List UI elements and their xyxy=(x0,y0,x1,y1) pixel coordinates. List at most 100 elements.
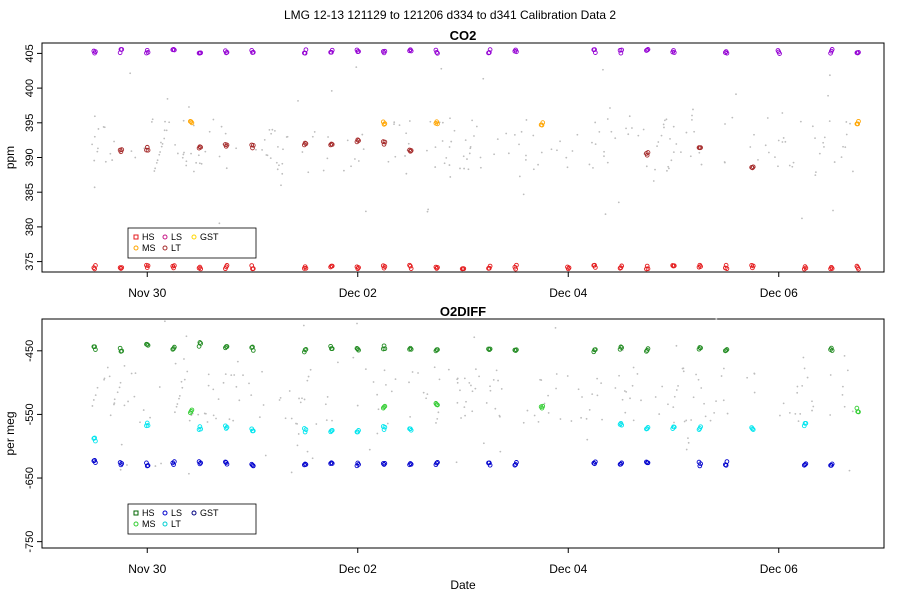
ambient-point xyxy=(250,394,253,396)
data-point xyxy=(197,340,203,345)
ambient-point xyxy=(463,377,466,380)
ambient-point xyxy=(658,413,661,415)
data-point xyxy=(724,459,730,464)
ambient-point xyxy=(280,184,282,187)
ambient-point xyxy=(109,152,112,155)
ambient-point xyxy=(685,448,688,451)
ambient-point xyxy=(441,140,444,142)
ambient-point xyxy=(844,146,847,149)
ambient-point xyxy=(197,413,200,416)
ambient-point xyxy=(692,108,694,111)
data-point xyxy=(723,347,729,353)
ambient-point xyxy=(704,415,707,418)
ambient-point xyxy=(496,138,499,141)
data-point xyxy=(93,49,98,55)
data-point xyxy=(119,47,125,52)
ambient-point xyxy=(108,375,111,378)
data-point xyxy=(250,348,256,353)
series-HS xyxy=(91,262,861,272)
ambient-point xyxy=(822,141,825,144)
ambient-point xyxy=(198,162,201,165)
data-point xyxy=(750,426,755,432)
data-point xyxy=(856,409,861,415)
data-point xyxy=(302,140,308,146)
ambient-point xyxy=(180,380,183,383)
ambient-point xyxy=(596,377,599,380)
ambient-point xyxy=(385,383,387,386)
ambient-point xyxy=(390,390,393,393)
series-MS xyxy=(187,401,861,416)
data-point xyxy=(802,462,808,467)
legend-label: HS xyxy=(142,508,155,518)
ambient-point xyxy=(482,442,485,445)
data-point xyxy=(224,142,230,148)
ambient-point xyxy=(586,438,589,441)
panel-1: O2DIFF -450 -550 -650 -750 Nov 30 Dec 02 Dec 04… xyxy=(3,304,885,592)
data-point xyxy=(619,47,625,53)
data-point xyxy=(250,428,256,434)
data-point xyxy=(855,50,861,56)
ambient-point xyxy=(672,406,675,409)
ambient-point xyxy=(693,130,696,133)
ambient-point xyxy=(777,139,780,142)
ambient-point xyxy=(248,382,250,385)
data-point xyxy=(486,265,492,271)
ambient-point xyxy=(713,411,716,414)
ambient-point xyxy=(97,128,100,130)
legend-box xyxy=(127,503,257,535)
ambient-point xyxy=(482,77,485,80)
ambient-point xyxy=(275,161,278,164)
ambient-point xyxy=(841,385,844,388)
data-point xyxy=(382,461,388,466)
ambient-point xyxy=(350,165,352,168)
ambient-point xyxy=(829,414,832,416)
data-point xyxy=(829,345,834,351)
ambient-point xyxy=(513,134,516,136)
ambient-point xyxy=(494,407,497,410)
data-point xyxy=(645,346,651,351)
ambient-point xyxy=(426,149,428,152)
ambient-point xyxy=(295,422,297,425)
data-point xyxy=(698,461,703,467)
figure-title: LMG 12-13 121129 to 121206 d334 to d341 … xyxy=(284,8,616,22)
data-point xyxy=(93,438,98,444)
data-point xyxy=(724,347,730,352)
ambient-point xyxy=(120,443,123,446)
data-point xyxy=(380,461,386,466)
ambient-point xyxy=(623,390,626,392)
ambient-point xyxy=(723,161,726,163)
ambient-point xyxy=(540,151,543,154)
ambient-point xyxy=(591,393,594,396)
data-point xyxy=(302,429,308,435)
ambient-point xyxy=(228,418,231,421)
ambient-point xyxy=(278,164,280,167)
ambient-point xyxy=(113,403,115,406)
ambient-point xyxy=(555,373,558,375)
data-point xyxy=(435,460,440,465)
ambient-point xyxy=(580,416,582,419)
ambient-point xyxy=(161,143,164,145)
ambient-point xyxy=(777,165,779,168)
ambient-point xyxy=(361,133,364,136)
data-point xyxy=(144,147,149,153)
y-axis-label: ppm xyxy=(3,146,17,169)
ambient-point xyxy=(522,421,525,424)
data-point xyxy=(645,460,651,466)
ambient-point xyxy=(631,127,633,129)
data-point xyxy=(461,266,467,272)
legend: HS LS GST MS LT xyxy=(127,503,257,535)
ambient-point xyxy=(386,422,389,425)
ambient-point xyxy=(466,158,468,160)
data-point xyxy=(514,460,519,465)
ambient-point xyxy=(673,395,676,398)
data-point xyxy=(145,49,151,55)
ambient-point xyxy=(784,140,787,143)
ambient-point xyxy=(362,148,365,151)
ambient-point xyxy=(547,412,550,414)
ambient-point xyxy=(632,419,635,422)
ambient-point xyxy=(281,162,284,165)
ambient-point xyxy=(151,118,154,121)
data-point xyxy=(434,50,440,55)
data-point xyxy=(540,403,546,409)
ambient-point xyxy=(499,415,501,418)
